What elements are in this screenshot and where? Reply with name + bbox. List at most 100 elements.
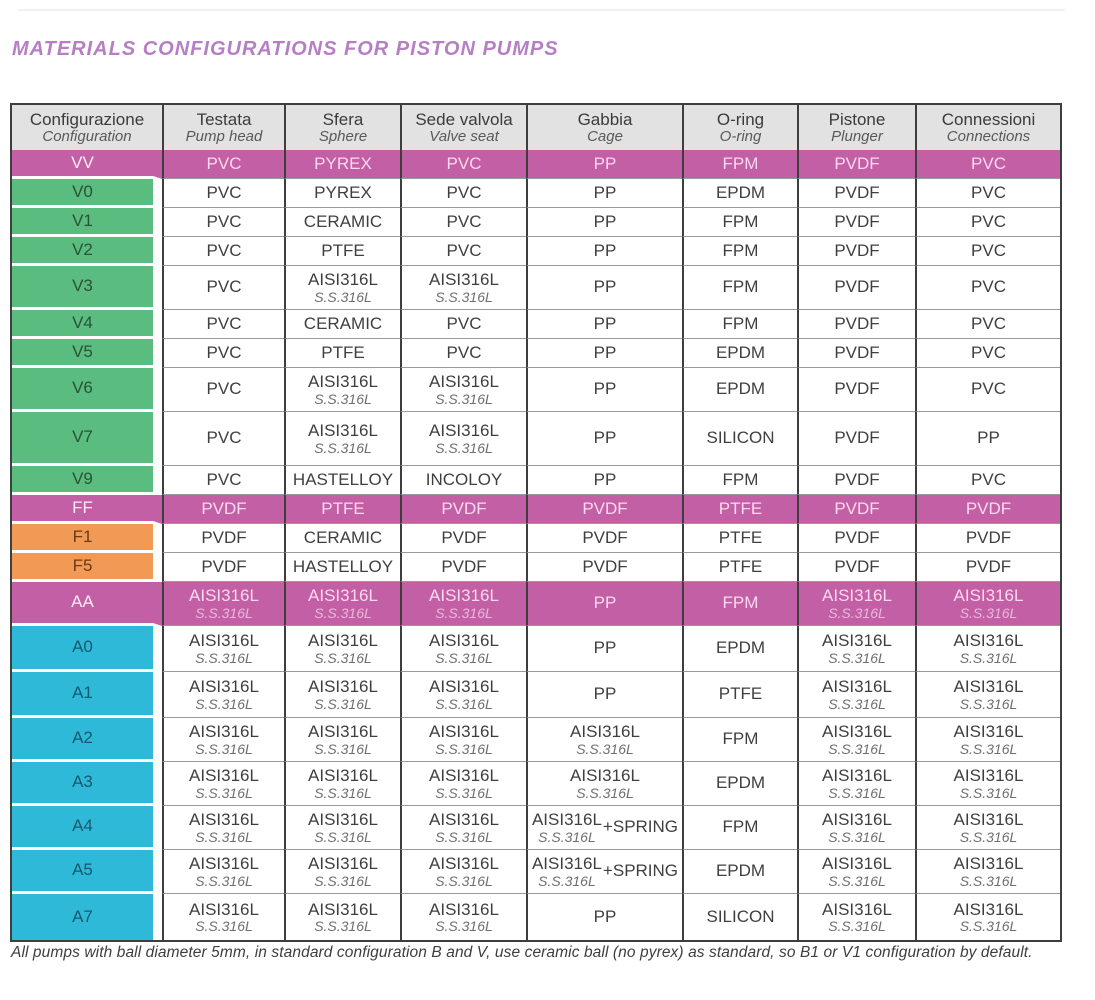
material-value: AISI316L: [308, 722, 378, 742]
material-cell: PVC: [915, 266, 1060, 310]
material-cell: PP: [526, 626, 682, 672]
material-cell: PTFE: [682, 672, 797, 718]
config-cell: A3: [12, 762, 162, 806]
material-cell: PVDF: [526, 553, 682, 582]
column-header: Gabbia Cage: [526, 105, 682, 150]
material-value: PVC: [446, 240, 482, 260]
material-subvalue: S.S.316L: [828, 695, 886, 712]
material-cell: AISI316L S.S.316L: [162, 894, 284, 940]
material-value: AISI316L: [308, 270, 378, 290]
material-cell: PVDF: [797, 237, 915, 266]
material-cell: AISI316L S.S.316L: [526, 762, 682, 806]
material-value: AISI316L: [429, 586, 499, 606]
config-code: A7: [72, 906, 93, 926]
material-value: AISI316L: [308, 899, 378, 919]
material-value: SILICON: [706, 428, 775, 448]
material-value: AISI316L: [308, 854, 378, 874]
column-header-english: Configuration: [42, 128, 132, 146]
material-value: PVC: [971, 379, 1006, 399]
config-code: A3: [72, 772, 93, 792]
material-value: PVDF: [201, 498, 247, 518]
material-cell: PP: [526, 412, 682, 466]
config-cell: V2: [12, 237, 162, 266]
material-subvalue: S.S.316L: [435, 828, 493, 845]
column-header: Pistone Plunger: [797, 105, 915, 150]
material-value: AISI316L: [429, 810, 499, 830]
material-value: AISI316L: [822, 766, 892, 786]
material-value: PVC: [206, 153, 242, 173]
column-header-italian: Gabbia: [577, 109, 633, 129]
material-value: PVDF: [441, 556, 487, 576]
material-cell: CERAMIC: [284, 310, 400, 339]
material-value: FPM: [722, 211, 759, 231]
column-header: Configurazione Configuration: [12, 105, 162, 150]
config-code: V2: [72, 239, 93, 259]
material-value: PVDF: [441, 498, 487, 518]
table-row: V6 PVC AISI316L S.S.316L AISI316L S.S.316L PP E…: [12, 368, 1060, 412]
material-value: INCOLOY: [425, 469, 503, 489]
table-row: A7 AISI316L S.S.316L AISI316L S.S.316L AISI31…: [12, 894, 1060, 940]
material-value: AISI316L: [953, 810, 1024, 830]
material-cell: INCOLOY: [400, 466, 526, 495]
material-value: AISI316L: [953, 722, 1024, 742]
config-cell: V3: [12, 266, 162, 310]
material-cell: AISI316L S.S.316L: [915, 718, 1060, 762]
column-header-italian: Sede valvola: [415, 109, 513, 129]
material-cell: PP: [526, 237, 682, 266]
material-cell: SILICON: [682, 894, 797, 940]
column-header-english: Connections: [946, 128, 1031, 146]
material-cell: PVC: [162, 368, 284, 412]
material-cell: PTFE: [682, 553, 797, 582]
material-cell: AISI316L S.S.316L: [400, 626, 526, 672]
table-row: F1 PVDF CERAMIC PVDF PVDF PTFE PVDF PVDF: [12, 524, 1060, 553]
material-value: AISI316L: [429, 270, 499, 290]
material-cell: AISI316L S.S.316L: [400, 412, 526, 466]
material-cell: AISI316L S.S.316L +SPRING: [526, 850, 682, 894]
material-cell: FPM: [682, 806, 797, 850]
material-cell: AISI316L S.S.316L: [284, 718, 400, 762]
material-value: AISI316L: [189, 677, 259, 697]
table-row: VV PVC PYREX PVC PP FPM PVDF PVC: [12, 150, 1060, 179]
material-subvalue: S.S.316L: [435, 695, 493, 712]
material-value: PVDF: [834, 379, 880, 399]
material-cell: PP: [526, 894, 682, 940]
material-value: PP: [593, 469, 617, 489]
material-value: PVDF: [834, 342, 880, 362]
material-cell: AISI316L S.S.316L: [915, 762, 1060, 806]
material-cell: AISI316L S.S.316L: [797, 850, 915, 894]
material-value: EPDM: [715, 861, 766, 881]
material-value: PP: [593, 211, 617, 231]
material-cell: PVC: [162, 339, 284, 368]
material-subvalue: S.S.316L: [959, 828, 1018, 845]
material-cell: PVC: [162, 412, 284, 466]
table-row: V9 PVC HASTELLOY INCOLOY PP FPM PVDF PVC: [12, 466, 1060, 495]
config-cell: V9: [12, 466, 162, 495]
material-value: PVDF: [834, 277, 880, 297]
material-value: FPM: [722, 593, 759, 613]
material-subvalue: S.S.316L: [576, 740, 634, 757]
material-subvalue: S.S.316L: [828, 828, 886, 845]
config-cell: A5: [12, 850, 162, 894]
material-value: EPDM: [715, 773, 766, 793]
column-header-english: O-ring: [719, 128, 762, 146]
column-header-italian: Sfera: [322, 109, 364, 129]
material-value: PVC: [206, 379, 242, 399]
material-value: PVDF: [582, 498, 628, 518]
material-cell: PVDF: [400, 495, 526, 524]
material-cell: PVDF: [162, 495, 284, 524]
material-subvalue: S.S.316L: [576, 784, 634, 801]
material-value: PVC: [446, 153, 482, 173]
material-cell: SILICON: [682, 412, 797, 466]
material-value: PP: [593, 593, 617, 613]
material-subvalue: S.S.316L: [435, 784, 493, 801]
table-row: V5 PVC PTFE PVC PP EPDM PVDF PVC: [12, 339, 1060, 368]
material-value: PP: [977, 428, 1000, 448]
material-subvalue: S.S.316L: [195, 604, 253, 621]
table-row: A2 AISI316L S.S.316L AISI316L S.S.316L AISI31…: [12, 718, 1060, 762]
material-value: PVC: [206, 313, 242, 333]
material-cell: PP: [526, 208, 682, 237]
table-row: A0 AISI316L S.S.316L AISI316L S.S.316L AISI31…: [12, 626, 1060, 672]
material-value: PVC: [971, 153, 1006, 173]
material-value: SILICON: [706, 906, 775, 926]
